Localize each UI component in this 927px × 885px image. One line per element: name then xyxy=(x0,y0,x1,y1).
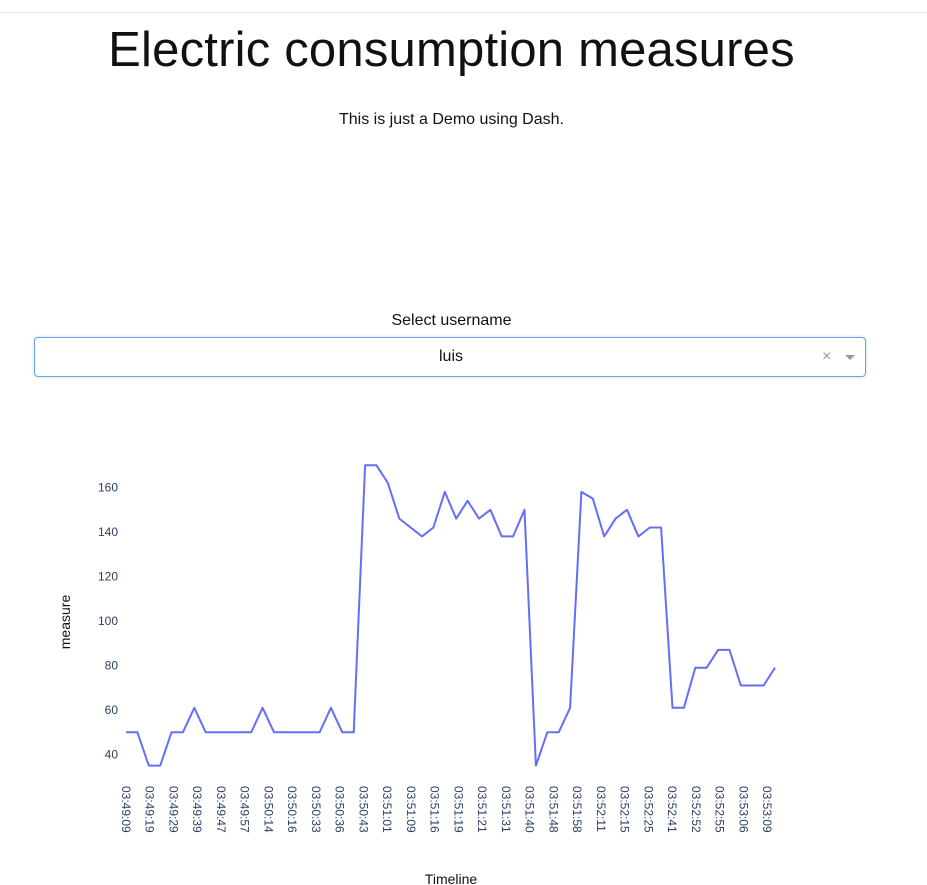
y-axis-title: measure xyxy=(57,595,73,650)
x-tick-label: 03:52:15 xyxy=(618,786,632,833)
x-tick-label: 03:51:01 xyxy=(380,786,394,833)
x-tick-label: 03:51:09 xyxy=(404,786,418,833)
x-tick-label: 03:51:19 xyxy=(451,786,465,833)
x-tick-label: 03:49:57 xyxy=(238,786,252,833)
x-tick-label: 03:51:58 xyxy=(570,786,584,833)
select-username-label: Select username xyxy=(391,312,512,329)
x-tick-label: 03:51:40 xyxy=(523,786,537,833)
x-tick-label: 03:49:39 xyxy=(190,786,204,833)
page-title: Electric consumption measures xyxy=(108,23,795,77)
measure-series-line xyxy=(126,464,776,767)
x-tick-label: 03:53:06 xyxy=(736,786,750,833)
x-tick-label: 03:53:09 xyxy=(760,786,774,833)
x-tick-label: 03:50:43 xyxy=(356,786,370,833)
x-tick-label: 03:52:41 xyxy=(665,786,679,833)
dropdown-selected-value: luis xyxy=(438,348,463,365)
y-tick-label: 120 xyxy=(98,570,118,584)
x-tick-label: 03:51:48 xyxy=(546,786,560,833)
y-tick-label: 60 xyxy=(105,703,119,717)
y-axis-ticks: 40 60 80 100 120 140 160 xyxy=(98,481,118,762)
y-tick-label: 80 xyxy=(105,659,119,673)
x-axis-ticks: 03:49:09 03:49:19 03:49:29 03:49:39 03:49:47… xyxy=(119,786,774,833)
x-tick-label: 03:49:29 xyxy=(166,786,180,833)
caret-down-icon[interactable] xyxy=(845,355,855,360)
x-tick-label: 03:50:36 xyxy=(333,786,347,833)
x-tick-label: 03:49:47 xyxy=(214,786,228,833)
x-tick-label: 03:52:52 xyxy=(689,786,703,833)
x-tick-label: 03:52:25 xyxy=(641,786,655,833)
x-tick-label: 03:49:09 xyxy=(119,786,133,833)
y-tick-label: 140 xyxy=(98,525,118,539)
x-tick-label: 03:50:14 xyxy=(261,786,275,833)
x-tick-label: 03:51:21 xyxy=(475,786,489,833)
x-tick-label: 03:51:16 xyxy=(428,786,442,833)
clear-icon[interactable]: × xyxy=(822,348,832,365)
x-tick-label: 03:52:11 xyxy=(594,786,608,832)
top-divider xyxy=(0,12,927,13)
y-tick-label: 160 xyxy=(98,481,118,495)
x-tick-label: 03:50:16 xyxy=(285,786,299,833)
x-tick-label: 03:49:19 xyxy=(143,786,157,833)
y-tick-label: 100 xyxy=(98,614,118,628)
username-dropdown[interactable]: luis × xyxy=(34,337,866,377)
x-tick-label: 03:52:55 xyxy=(713,786,727,833)
x-tick-label: 03:51:31 xyxy=(499,786,513,833)
x-tick-label: 03:50:33 xyxy=(309,786,323,833)
y-tick-label: 40 xyxy=(105,748,119,762)
x-axis-title: Timeline xyxy=(425,871,478,885)
page-subtitle: This is just a Demo using Dash. xyxy=(339,111,564,128)
